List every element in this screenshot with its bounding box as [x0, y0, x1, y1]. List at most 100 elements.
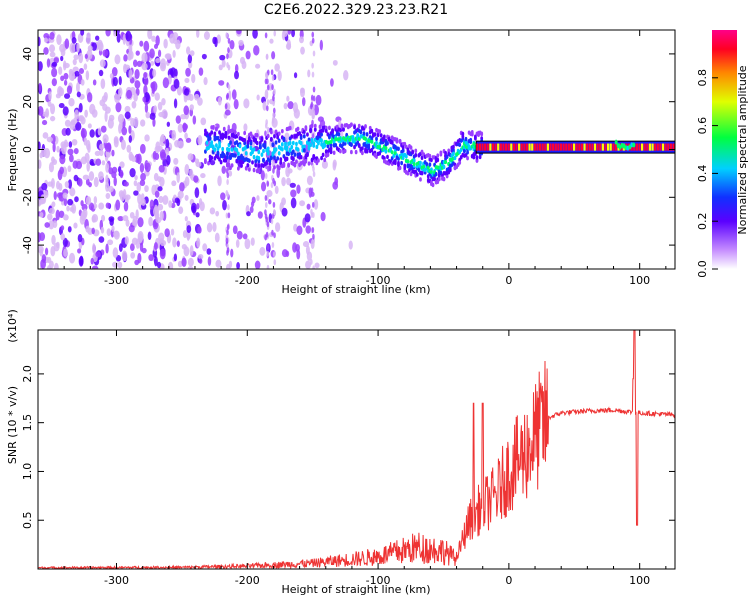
colorbar: 0.0 0.2 0.4 0.6 0.8 Normalized spectral ampl… — [696, 30, 749, 278]
spectrogram-noise-cell — [159, 62, 166, 72]
spectrogram-noise-cell — [76, 42, 80, 53]
spectrogram-signal-cell — [309, 142, 312, 148]
spectrogram-noise-cell — [268, 199, 272, 205]
spectrogram-noise-cell — [304, 213, 311, 223]
spectrogram-noise-cell — [80, 79, 85, 86]
spectrogram-noise-cell — [148, 216, 153, 227]
spectrogram-signal-cell — [328, 135, 331, 140]
spectrogram-signal-cell — [376, 132, 380, 138]
spectrogram-signal-cell — [368, 125, 372, 131]
spectrogram-noise-cell — [281, 249, 289, 258]
spectrogram-noise-cell — [166, 154, 171, 166]
spectrogram-signal-cell — [343, 148, 347, 154]
spectrogram-noise-cell — [62, 237, 68, 247]
spectrogram-signal-cell — [208, 136, 212, 141]
spectrogram-signal-cell — [219, 160, 223, 165]
spectrogram-noise-cell — [79, 214, 86, 225]
spectrogram-noise-cell — [221, 165, 226, 175]
spectrogram-signal-cell — [370, 147, 374, 153]
spectrogram-signal-cell — [274, 159, 278, 164]
spectrogram-noise-cell — [173, 253, 178, 262]
spectrogram-carrier-cell — [486, 143, 489, 151]
spectrogram-noise-cell — [144, 103, 149, 114]
spectrogram-signal-cell — [276, 156, 280, 161]
spectrogram-noise-cell — [99, 143, 105, 150]
spectrogram-noise-cell — [103, 91, 108, 101]
spectrogram-stripe-cell — [312, 166, 315, 173]
spectrogram-noise-cell — [55, 209, 60, 221]
spectrogram-signal-cell — [285, 145, 289, 150]
spectrogram-noise-cell — [87, 123, 92, 129]
spectrogram-signal-cell — [480, 131, 484, 137]
spectrogram-noise-cell — [155, 216, 162, 224]
spectrogram-noise-cell — [47, 213, 53, 221]
spectrogram-noise-cell — [173, 157, 179, 165]
spectrogram-signal-cell — [326, 152, 330, 158]
spectrogram-noise-cell — [151, 84, 156, 95]
spectrogram-signal-cell — [265, 160, 269, 166]
spectrogram-signal-cell — [307, 161, 311, 166]
spectrogram-noise-cell — [243, 123, 248, 132]
spectrogram-noise-cell — [51, 61, 58, 67]
spectrogram-noise-cell — [51, 234, 56, 245]
colorbar-ticks: 0.0 0.2 0.4 0.6 0.8 — [696, 69, 718, 278]
spectrogram-noise-cell — [51, 201, 56, 208]
spectrogram-noise-cell — [142, 96, 147, 103]
spectrogram-signal-cell — [428, 162, 432, 167]
spectrogram-signal-cell — [351, 134, 355, 140]
spectrogram-noise-cell — [64, 93, 71, 99]
spectrogram-noise-cell — [89, 129, 95, 138]
spectrogram-noise-cell — [137, 217, 144, 228]
spectrogram-stripe-cell — [311, 37, 315, 44]
spectrogram-noise-cell — [286, 95, 290, 102]
spectrogram-noise-cell — [189, 104, 194, 111]
spectrogram-signal-cell — [236, 151, 240, 156]
spectrogram-stripe-cell — [312, 212, 315, 219]
spectrogram-signal-cell — [307, 137, 311, 142]
spectrogram-signal-cell — [442, 164, 446, 170]
spectrogram-noise-cell — [99, 149, 104, 157]
spectrogram-noise-cell — [153, 256, 158, 267]
spectrogram-noise-cell — [69, 42, 76, 54]
spectrogram-noise-cell — [98, 69, 104, 77]
spectrogram-noise-cell — [217, 96, 222, 106]
spectrogram-noise-cell — [160, 239, 167, 247]
spectrogram-noise-cell — [202, 243, 208, 252]
spectrogram-noise-cell — [348, 240, 353, 250]
spectrogram-signal-cell — [236, 166, 240, 171]
spectrogram-noise-cell — [198, 67, 204, 76]
spectrogram-signal-cell — [295, 141, 298, 147]
spectrogram-noise-cell — [149, 112, 156, 120]
spectrogram-noise-cell — [183, 88, 190, 96]
spectrogram-carrier-cell — [491, 143, 495, 151]
spectrogram-noise-cell — [129, 243, 135, 252]
spectrogram-signal-cell — [274, 147, 278, 152]
spectrogram-noise-cell — [135, 50, 140, 56]
spectrogram-carrier-cell — [604, 143, 607, 151]
spectrogram-signal-core — [412, 161, 416, 166]
spectrogram-stripe-cell — [226, 53, 229, 60]
spectrogram-noise-cell — [95, 158, 102, 166]
spectrogram-noise-cell — [132, 219, 136, 227]
spectrogram-noise-cell — [99, 99, 106, 107]
spectrogram-noise-cell — [149, 48, 155, 59]
spectrogram-noise-cell — [98, 236, 105, 243]
spectrogram-signal-cell — [464, 153, 468, 158]
spectrogram-noise-cell — [118, 76, 122, 86]
spectrogram-noise-cell — [231, 89, 237, 100]
spectrogram-noise-cell — [56, 145, 60, 153]
spectrogram-noise-cell — [180, 114, 187, 120]
spectrogram-noise-cell — [302, 97, 306, 107]
spectrogram-signal-cell — [251, 160, 254, 165]
spectrogram-noise-cell — [157, 49, 162, 58]
spectrogram-signal-cell — [379, 133, 383, 138]
spectrogram-noise-cell — [252, 30, 258, 39]
spectrogram-signal-cell — [317, 141, 320, 146]
spectrogram-signal-cell — [317, 158, 320, 163]
spectrogram-stripe-cell — [266, 250, 270, 257]
spectrogram-signal-cell — [210, 155, 214, 161]
spectrogram-noise-cell — [114, 54, 121, 65]
snr-ticks: -300 -200 -100 0 100 0.5 1.0 1.5 2.0 — [21, 330, 675, 587]
spectrogram-noise-cell — [67, 179, 73, 189]
spectrogram-noise-cell — [287, 30, 292, 35]
